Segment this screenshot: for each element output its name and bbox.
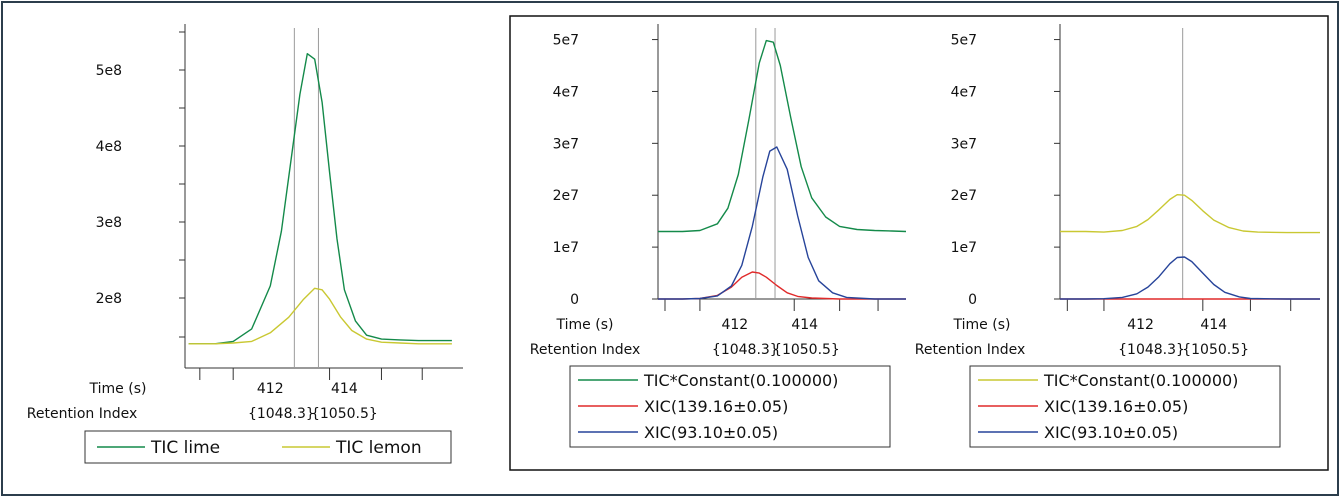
x-axis-label: Time (s) xyxy=(556,317,614,333)
y-tick-label: 0 xyxy=(570,292,579,308)
y-tick-label: 3e7 xyxy=(553,136,579,152)
y-tick-label: 2e7 xyxy=(553,188,579,204)
ri-tick-label: {1048.3} xyxy=(248,406,315,422)
series-line xyxy=(658,39,907,233)
x-tick-label: 414 xyxy=(331,381,358,397)
y-tick-label: 1e7 xyxy=(951,240,977,256)
series-line xyxy=(1060,193,1320,234)
retention-index-label: Retention Index xyxy=(915,342,1026,358)
legend-label: TIC lemon xyxy=(335,438,422,458)
ri-tick-label: {1048.3} xyxy=(1118,342,1185,358)
legend-label: XIC(93.10±0.05) xyxy=(644,423,778,442)
y-tick-label: 3e7 xyxy=(951,136,977,152)
y-tick-label: 5e7 xyxy=(951,33,977,49)
y-tick-label: 2e7 xyxy=(951,188,977,204)
y-tick-label: 0 xyxy=(968,292,977,308)
x-tick-label: 414 xyxy=(791,317,818,333)
ri-tick-label: {1050.5} xyxy=(311,406,378,422)
legend-label: TIC*Constant(0.100000) xyxy=(643,371,838,390)
x-tick-label: 412 xyxy=(1127,317,1154,333)
legend-label: TIC*Constant(0.100000) xyxy=(1043,371,1238,390)
chart-panel-3: 0 1e7 2e7 3e7 4e7 5e7 412 414 {1048.3}{1050.5} Ti… xyxy=(915,24,1320,448)
y-tick-label: 4e8 xyxy=(96,139,122,155)
series-line xyxy=(658,146,906,300)
x-tick-label: 412 xyxy=(257,381,284,397)
chart-group-frame xyxy=(509,15,1329,471)
retention-index-label: Retention Index xyxy=(27,406,138,422)
y-tick-label: 4e7 xyxy=(553,84,579,100)
legend-box xyxy=(84,430,452,464)
y-tick-label: 2e8 xyxy=(96,291,122,307)
ri-tick-label: {1048.3} xyxy=(712,342,779,358)
series-line xyxy=(188,53,452,345)
ri-tick-label: {1050.5} xyxy=(773,342,840,358)
series-line xyxy=(658,271,906,300)
x-axis-label: Time (s) xyxy=(953,317,1011,333)
x-tick-label: 414 xyxy=(1200,317,1227,333)
legend-label: XIC(139.16±0.05) xyxy=(1044,397,1188,416)
x-axis-label: Time (s) xyxy=(89,381,147,397)
legend-label: TIC lime xyxy=(150,438,220,458)
series-line xyxy=(188,287,452,345)
ri-tick-label: {1050.5} xyxy=(1182,342,1249,358)
retention-index-label: Retention Index xyxy=(530,342,641,358)
y-tick-label: 5e7 xyxy=(553,33,579,49)
chart-panel-1: 2e8 3e8 4e8 5e8 412 414 {1048.3}{1050.5} Time (… xyxy=(27,24,463,464)
series-line xyxy=(1060,256,1320,300)
legend-label: XIC(93.10±0.05) xyxy=(1044,423,1178,442)
y-tick-label: 4e7 xyxy=(951,84,977,100)
y-tick-label: 5e8 xyxy=(96,63,122,79)
legend-label: XIC(139.16±0.05) xyxy=(644,397,788,416)
y-tick-label: 1e7 xyxy=(553,240,579,256)
y-tick-label: 3e8 xyxy=(96,215,122,231)
x-tick-label: 412 xyxy=(721,317,748,333)
